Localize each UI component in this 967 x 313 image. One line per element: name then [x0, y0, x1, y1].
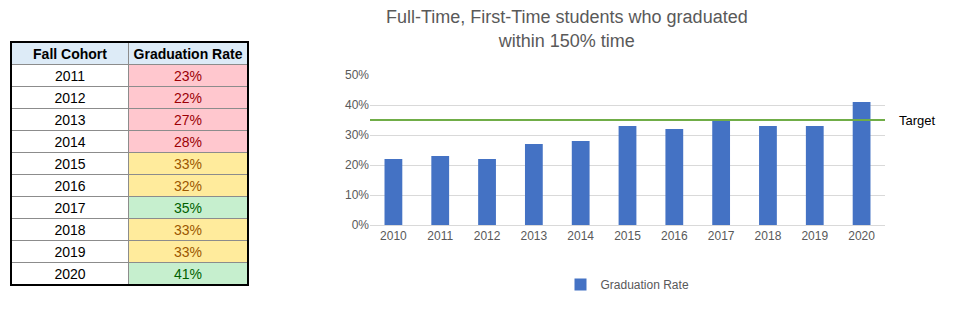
html-text:28%: 28% [174, 133, 202, 150]
svg-text:2014: 2014 [567, 229, 594, 243]
svg-text:2018: 2018 [755, 229, 782, 243]
html-text:2020: 2020 [54, 265, 86, 282]
html-text:2012: 2012 [54, 89, 86, 106]
html-text:22%: 22% [174, 89, 202, 106]
svg-text:2012: 2012 [474, 229, 501, 243]
html-text:35%: 35% [174, 199, 202, 216]
html-text:27%: 27% [174, 111, 202, 128]
svg-text:0%: 0% [352, 218, 370, 232]
html-text:41%: 41% [174, 265, 202, 282]
svg-text:10%: 10% [345, 188, 369, 202]
svg-text:2011: 2011 [427, 229, 453, 243]
html-text:33%: 33% [174, 155, 202, 172]
html-text:2016: 2016 [54, 177, 86, 194]
html-text:33%: 33% [174, 221, 202, 238]
svg-text:2016: 2016 [661, 229, 688, 243]
html-text:33%: 33% [174, 243, 202, 260]
svg-text:40%: 40% [345, 98, 369, 112]
svg-text:Target: Target [899, 113, 936, 128]
svg-text:2017: 2017 [708, 229, 735, 243]
html-text:Graduation Rate: Graduation Rate [133, 45, 243, 62]
html-text:2017: 2017 [54, 199, 86, 216]
svg-text:2019: 2019 [801, 229, 828, 243]
svg-text:Full-Time, First-Time students: Full-Time, First-Time students who gradu… [386, 7, 748, 50]
svg-text:2015: 2015 [614, 229, 641, 243]
svg-text:2010: 2010 [380, 229, 407, 243]
svg-text:30%: 30% [345, 128, 369, 142]
html-text:2013: 2013 [54, 111, 86, 128]
html-text:2015: 2015 [54, 155, 86, 172]
html-text:32%: 32% [174, 177, 202, 194]
html-text:2011: 2011 [54, 67, 85, 84]
html-text:Fall Cohort: Fall Cohort [33, 45, 107, 62]
svg-text:2020: 2020 [848, 229, 875, 243]
html-text:2018: 2018 [54, 221, 86, 238]
svg-text:Graduation Rate: Graduation Rate [601, 278, 689, 292]
html-text:23%: 23% [174, 67, 202, 84]
svg-text:20%: 20% [345, 158, 369, 172]
svg-text:2013: 2013 [521, 229, 548, 243]
html-text:2014: 2014 [54, 133, 86, 150]
svg-text:50%: 50% [345, 68, 369, 82]
html-text:2019: 2019 [54, 243, 86, 260]
